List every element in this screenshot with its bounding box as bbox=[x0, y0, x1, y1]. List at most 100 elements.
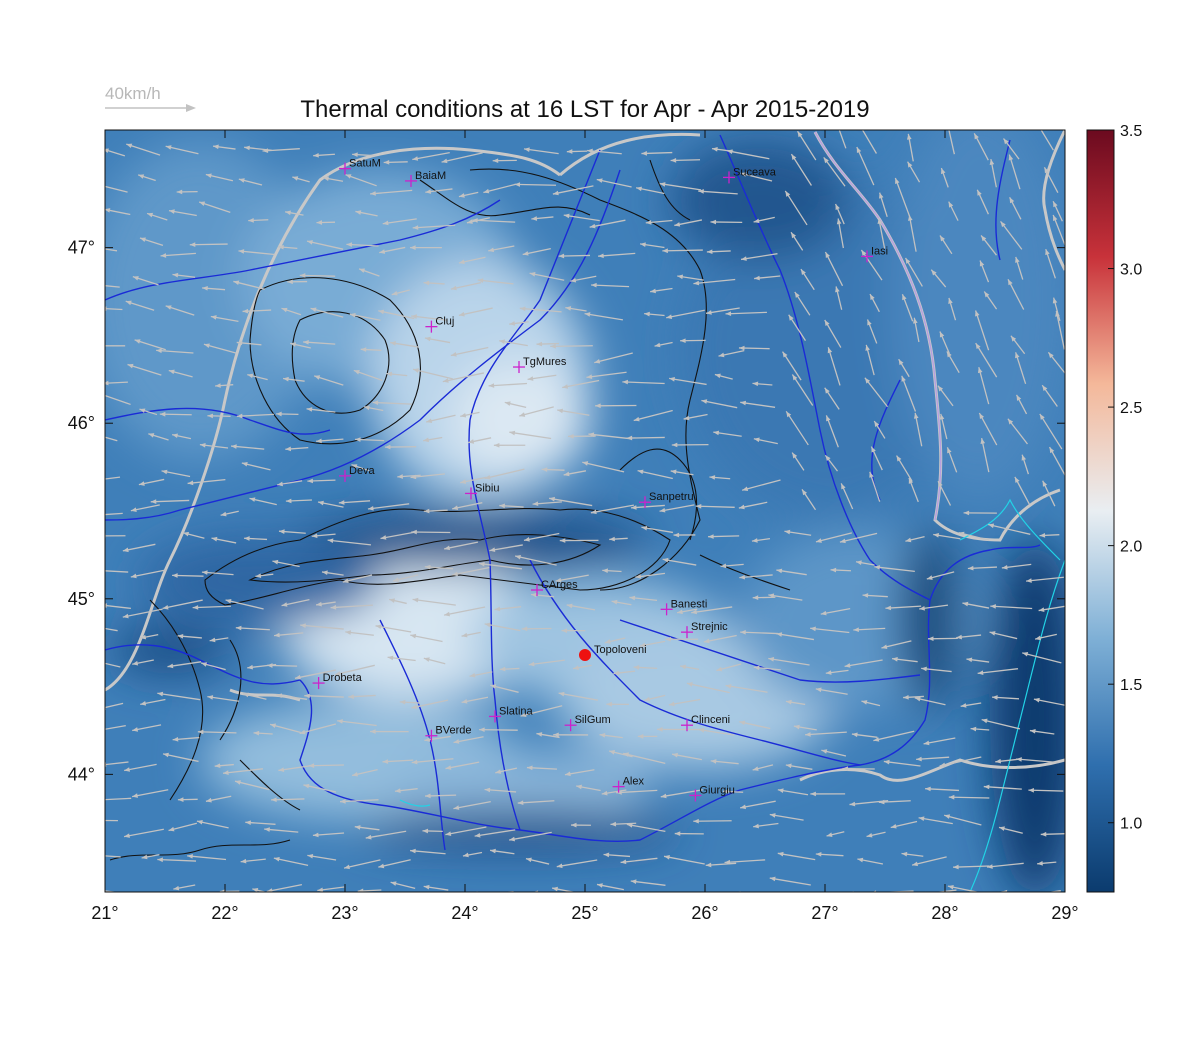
wind-arrow bbox=[563, 470, 587, 477]
wind-arrow bbox=[197, 729, 237, 735]
chart-title: Thermal conditions at 16 LST for Apr - A… bbox=[300, 96, 869, 123]
colorbar-tick-label: 3.0 bbox=[1120, 262, 1142, 279]
wind-arrow bbox=[299, 273, 336, 278]
wind-arrow bbox=[836, 218, 845, 249]
wind-arrow bbox=[1026, 576, 1064, 583]
wind-arrow bbox=[566, 149, 588, 154]
wind-arrow bbox=[645, 219, 673, 225]
wind-arrow bbox=[561, 628, 586, 633]
wind-arrow bbox=[576, 784, 601, 792]
wind-arrow bbox=[768, 593, 803, 601]
city-label: Slatina bbox=[499, 705, 534, 717]
wind-arrow bbox=[644, 694, 666, 702]
wind-arrow bbox=[105, 819, 118, 822]
wind-arrow bbox=[967, 565, 998, 571]
city-label: Suceava bbox=[733, 166, 777, 178]
wind-arrow bbox=[793, 724, 817, 731]
wind-arrow bbox=[514, 182, 557, 187]
contour-southwest bbox=[109, 759, 301, 861]
wind-arrow bbox=[894, 177, 911, 218]
wind-arrow bbox=[911, 856, 947, 867]
wind-arrow bbox=[693, 278, 736, 286]
wind-arrow bbox=[977, 668, 1019, 676]
wind-arrow bbox=[740, 253, 778, 261]
wind-arrow bbox=[523, 147, 559, 155]
wind-arrow bbox=[815, 532, 852, 543]
wind-arrow bbox=[738, 501, 768, 510]
wind-arrow bbox=[722, 789, 744, 794]
wind-arrow bbox=[160, 252, 196, 258]
wind-arrow bbox=[363, 405, 384, 412]
wind-arrow bbox=[150, 499, 190, 504]
wind-arrow bbox=[1034, 633, 1057, 641]
wind-arrow bbox=[372, 400, 412, 406]
river-ialomita bbox=[619, 619, 921, 683]
wind-arrow bbox=[930, 269, 947, 288]
wind-arrow bbox=[484, 622, 521, 632]
wind-arrow bbox=[460, 476, 487, 484]
wind-arrow bbox=[168, 369, 193, 378]
wind-arrow bbox=[991, 695, 1020, 700]
wind-arrow bbox=[752, 764, 774, 771]
wind-arrow bbox=[1000, 220, 1023, 250]
wind-arrow bbox=[386, 371, 408, 377]
wind-arrow bbox=[588, 432, 631, 440]
wind-arrow bbox=[551, 886, 577, 892]
city-label: TgMures bbox=[523, 356, 567, 368]
wind-arrow bbox=[477, 278, 514, 285]
wind-arrow bbox=[317, 886, 345, 892]
wind-arrow bbox=[299, 723, 337, 735]
wind-arrow bbox=[823, 156, 846, 187]
wind-arrow bbox=[740, 400, 776, 408]
wind-arrow bbox=[769, 813, 804, 821]
wind-arrow bbox=[608, 750, 633, 758]
wind-arrow bbox=[382, 759, 414, 764]
wind-arrow bbox=[1043, 167, 1059, 194]
wind-arrow bbox=[238, 178, 263, 186]
wind-arrow bbox=[411, 699, 449, 710]
wind-arrow bbox=[122, 608, 163, 619]
wind-arrow bbox=[272, 559, 300, 568]
wind-arrow bbox=[444, 541, 479, 551]
wind-arrow bbox=[490, 848, 515, 855]
wind-arrow bbox=[225, 599, 264, 610]
wind-arrow bbox=[568, 433, 596, 439]
y-tick-label: 47° bbox=[68, 238, 95, 258]
wind-arrow bbox=[425, 793, 457, 799]
wind-arrow bbox=[738, 345, 770, 351]
wind-arrow bbox=[939, 756, 982, 768]
wind-arrow bbox=[473, 891, 478, 892]
wind-arrow bbox=[132, 659, 154, 666]
wind-arrow bbox=[739, 720, 771, 730]
wind-arrow bbox=[895, 455, 913, 482]
wind-arrow bbox=[528, 659, 565, 667]
wind-arrow bbox=[718, 349, 745, 358]
city-marker-banesti: Banesti bbox=[660, 598, 707, 616]
wind-arrow bbox=[937, 480, 952, 506]
wind-arrow bbox=[596, 883, 624, 891]
wind-arrow bbox=[921, 666, 952, 673]
wind-arrow bbox=[358, 268, 380, 277]
wind-arrow bbox=[1001, 563, 1032, 570]
wind-arrow bbox=[726, 149, 770, 160]
wind-arrow bbox=[215, 383, 234, 388]
wind-arrow bbox=[307, 478, 336, 484]
wind-arrow bbox=[131, 789, 169, 798]
wind-arrow bbox=[824, 251, 844, 287]
wind-arrow bbox=[948, 130, 956, 155]
city-marker-giurgiu: Giurgiu bbox=[689, 784, 735, 802]
wind-arrow bbox=[189, 242, 228, 247]
wind-arrow bbox=[273, 856, 309, 867]
wind-arrow bbox=[541, 467, 565, 472]
wind-arrow bbox=[821, 749, 847, 757]
wind-arrow bbox=[412, 151, 450, 161]
wind-arrow bbox=[557, 408, 590, 416]
wind-arrow bbox=[423, 280, 445, 286]
wind-arrow bbox=[979, 260, 990, 283]
wind-arrow bbox=[525, 857, 550, 865]
wind-arrow bbox=[423, 436, 443, 443]
wind-arrow bbox=[740, 800, 776, 810]
contour-banat bbox=[149, 599, 242, 801]
wind-arrow bbox=[1045, 248, 1056, 279]
